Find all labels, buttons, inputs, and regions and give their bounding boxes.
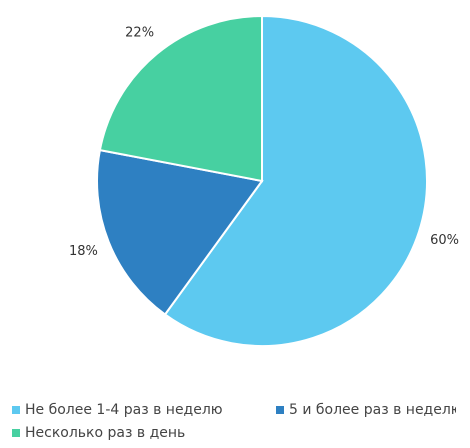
legend-swatch [12, 429, 20, 437]
legend-swatch [12, 406, 20, 414]
data-label: 60% [430, 233, 459, 248]
pie-slice [96, 148, 264, 316]
data-label: 18% [69, 244, 98, 259]
pie-slice [98, 14, 263, 183]
pie-slice [163, 14, 428, 347]
legend-label: 5 и более раз в неделю [289, 402, 463, 418]
legend-label: Не более 1-4 раз в неделю [25, 402, 223, 418]
data-label: 22% [125, 26, 154, 41]
pie: 60% 18% 22% [69, 14, 459, 347]
legend-swatch [276, 406, 284, 414]
legend-label: Несколько раз в день [25, 425, 185, 441]
legend: Не более 1-4 раз в неделю 5 и более раз в… [12, 402, 463, 441]
